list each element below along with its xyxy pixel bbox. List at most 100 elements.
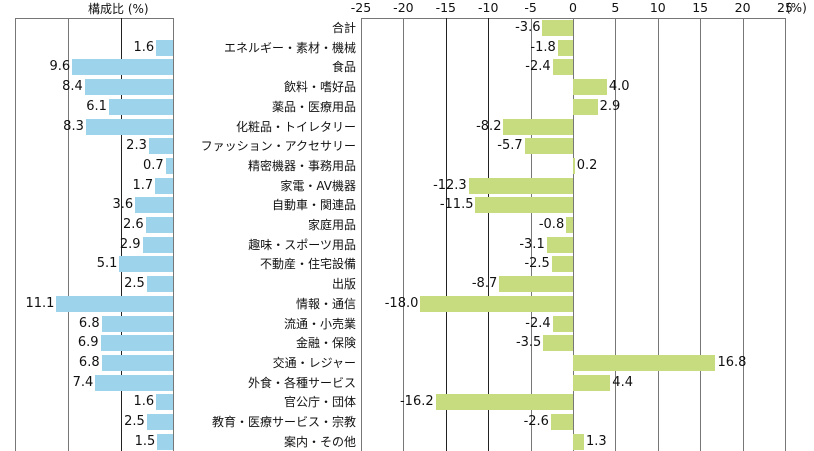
- change-value-label: -3.5: [515, 335, 542, 351]
- change-value-label: -18.0: [384, 295, 419, 311]
- share-value-label: 3.6: [112, 197, 134, 213]
- share-bar: [135, 197, 173, 214]
- share-bar: [108, 98, 173, 115]
- change-gridline: [658, 18, 659, 451]
- change-gridline: [361, 18, 362, 451]
- category-label: 趣味・スポーツ用品: [248, 237, 356, 252]
- share-bar: [100, 335, 173, 352]
- share-value-label: 1.5: [134, 433, 156, 449]
- change-bar: [552, 315, 573, 332]
- change-value-label: 16.8: [717, 354, 747, 370]
- change-value-label: -3.1: [519, 236, 545, 252]
- share-gridline: [15, 18, 16, 451]
- change-bar: [573, 433, 585, 450]
- x-tick-label: -15: [435, 0, 457, 15]
- change-value-label: 2.9: [599, 98, 621, 114]
- share-value-label: 7.4: [72, 374, 94, 390]
- share-bar: [84, 79, 173, 96]
- change-gridline: [573, 18, 574, 451]
- share-bar: [119, 256, 173, 273]
- share-bar: [148, 138, 173, 155]
- change-value-label: -2.5: [524, 256, 550, 272]
- change-value-label: -12.3: [433, 177, 467, 193]
- category-label: 家電・AV機器: [280, 178, 356, 193]
- share-value-label: 6.9: [77, 335, 99, 351]
- change-bar: [499, 276, 573, 293]
- category-label: 薬品・医療用品: [271, 99, 356, 114]
- change-axis-unit: (%): [786, 1, 807, 15]
- change-value-label: -1.8: [530, 39, 556, 55]
- share-top-border: [15, 18, 173, 19]
- share-value-label: 6.1: [86, 98, 107, 114]
- change-bar: [557, 39, 573, 56]
- share-value-label: 2.3: [126, 138, 147, 154]
- share-value-label: 2.5: [124, 414, 145, 429]
- share-bar: [95, 374, 173, 391]
- share-axis-line: [173, 18, 174, 451]
- share-bar: [56, 295, 173, 312]
- change-bar: [573, 157, 575, 174]
- change-value-label: -16.2: [399, 394, 434, 410]
- change-value-label: -8.7: [471, 276, 498, 292]
- x-tick-label: -25: [350, 0, 372, 15]
- share-value-label: 6.8: [78, 354, 100, 370]
- category-label: 案内・その他: [283, 434, 356, 449]
- change-gridline: [488, 18, 489, 451]
- x-tick-label: -10: [477, 0, 499, 15]
- x-tick-label: -5: [524, 0, 537, 15]
- change-value-label: 4.4: [612, 374, 633, 390]
- category-label: ファッション・アクセサリー: [200, 139, 356, 154]
- change-gridline: [615, 18, 616, 451]
- change-bar: [546, 236, 573, 253]
- share-bar: [72, 59, 173, 76]
- category-label: 食品: [331, 60, 356, 75]
- share-bar: [85, 118, 173, 135]
- change-gridline: [785, 18, 786, 451]
- change-bar: [475, 197, 573, 214]
- share-gridline: [120, 18, 122, 451]
- share-value-label: 2.6: [123, 217, 144, 232]
- change-bar: [503, 118, 573, 135]
- change-gridline: [403, 18, 404, 451]
- share-bar: [101, 315, 173, 332]
- share-value-label: 9.6: [49, 59, 71, 75]
- category-label: 自動車・関連品: [271, 198, 356, 213]
- category-label: 情報・通信: [295, 296, 356, 311]
- change-bar: [524, 138, 573, 155]
- change-value-label: 1.3: [586, 433, 607, 449]
- category-label: 不動産・住宅設備: [259, 257, 356, 272]
- share-bar: [156, 39, 173, 56]
- x-tick-label: 0: [569, 0, 577, 15]
- change-gridline: [700, 18, 701, 451]
- change-bar: [420, 295, 573, 312]
- share-value-label: 6.8: [78, 315, 100, 331]
- x-tick-label: 20: [734, 0, 751, 15]
- category-label: 合計: [331, 21, 356, 35]
- change-value-label: -5.7: [497, 138, 523, 154]
- category-label: 出版: [331, 277, 356, 292]
- change-bar: [543, 335, 573, 352]
- share-bar: [142, 236, 173, 253]
- x-tick-label: 10: [649, 0, 666, 15]
- category-label: 精密機器・事務用品: [247, 158, 356, 173]
- category-label: 化粧品・トイレタリー: [235, 119, 356, 134]
- change-value-label: 0.2: [576, 157, 598, 173]
- change-gridline: [531, 18, 532, 451]
- x-tick-label: -20: [393, 0, 414, 15]
- change-value-label: -2.4: [525, 315, 551, 331]
- share-value-label: 0.7: [142, 157, 164, 173]
- change-bar: [552, 59, 573, 76]
- change-value-label: -2.6: [523, 414, 549, 429]
- change-value-label: -0.8: [538, 217, 565, 232]
- share-gridline: [68, 18, 69, 451]
- change-gridline: [446, 18, 447, 451]
- change-bar: [573, 354, 716, 371]
- category-label: 交通・レジャー: [272, 355, 356, 370]
- change-value-label: -3.6: [515, 20, 541, 35]
- share-chart-title: 構成比 (%): [88, 2, 149, 16]
- share-value-label: 11.1: [25, 295, 55, 311]
- share-value-label: 2.9: [119, 236, 141, 252]
- share-value-label: 8.3: [63, 118, 84, 134]
- change-bar: [551, 256, 573, 273]
- change-bar: [468, 177, 573, 194]
